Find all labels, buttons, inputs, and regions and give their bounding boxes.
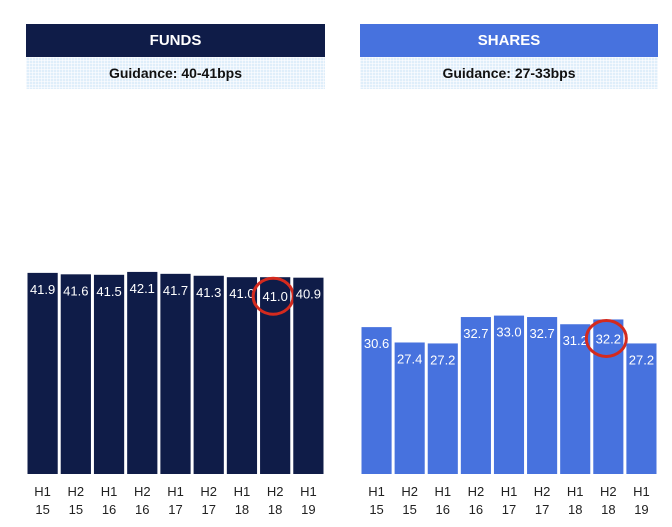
funds-bar-label: 42.1	[130, 281, 155, 296]
shares-tick-label: H2	[600, 484, 617, 499]
funds-bar	[193, 275, 224, 474]
funds-tick-label: H2	[134, 484, 151, 499]
shares-tick-label: 16	[436, 502, 450, 517]
shares-tick-label: H1	[434, 484, 451, 499]
shares-tick-label: H1	[633, 484, 650, 499]
funds-tick-label: 19	[301, 502, 315, 517]
funds-bar-label: 41.9	[30, 282, 55, 297]
funds-panel: FUNDS Guidance: 40-41bps	[26, 24, 325, 89]
shares-guidance: Guidance: 27-33bps	[360, 57, 658, 89]
shares-bar	[460, 317, 491, 474]
funds-tick-label: H1	[300, 484, 317, 499]
shares-tick-label: 18	[601, 502, 615, 517]
funds-tick-label: 16	[102, 502, 116, 517]
funds-tick-label: 15	[35, 502, 49, 517]
funds-bar	[93, 274, 125, 474]
shares-tick-label: H1	[368, 484, 385, 499]
shares-bar-label: 27.2	[629, 352, 654, 367]
funds-tick-label: 18	[268, 502, 282, 517]
shares-tick-label: 15	[402, 502, 416, 517]
funds-bar-label: 41.3	[196, 285, 221, 300]
funds-bar	[60, 274, 91, 474]
funds-bar-label: 41.0	[229, 286, 254, 301]
funds-tick-label: H1	[234, 484, 251, 499]
shares-bar-label: 32.2	[596, 331, 621, 346]
shares-tick-label: H2	[468, 484, 485, 499]
shares-tick-label: 19	[634, 502, 648, 517]
shares-tick-label: 18	[568, 502, 582, 517]
funds-guidance: Guidance: 40-41bps	[26, 57, 325, 89]
shares-tick-label: 16	[469, 502, 483, 517]
shares-bar-label: 32.7	[463, 326, 488, 341]
funds-tick-label: H1	[101, 484, 118, 499]
shares-panel: SHARES Guidance: 27-33bps	[360, 24, 658, 89]
shares-bar	[593, 319, 624, 474]
funds-tick-label: 15	[69, 502, 83, 517]
funds-highlight-circle	[251, 276, 295, 316]
funds-tick-label: H2	[68, 484, 85, 499]
shares-bar	[427, 343, 458, 474]
funds-tick-label: H2	[200, 484, 217, 499]
funds-bar	[293, 277, 324, 474]
funds-bar-label: 41.6	[63, 283, 88, 298]
shares-tick-label: H1	[567, 484, 584, 499]
shares-highlight-circle	[584, 318, 628, 358]
shares-bar-label: 27.2	[430, 352, 455, 367]
shares-tick-label: H1	[501, 484, 518, 499]
funds-tick-label: H1	[34, 484, 51, 499]
funds-bar	[27, 272, 58, 474]
shares-bar-label: 31.2	[563, 333, 588, 348]
shares-tick-label: H2	[401, 484, 418, 499]
funds-title: FUNDS	[26, 24, 325, 57]
shares-bar-label: 30.6	[364, 336, 389, 351]
shares-tick-label: 17	[535, 502, 549, 517]
funds-tick-label: 17	[201, 502, 215, 517]
shares-tick-label: 17	[502, 502, 516, 517]
shares-bar	[394, 342, 425, 474]
funds-tick-label: 16	[135, 502, 149, 517]
shares-tick-label: H2	[534, 484, 551, 499]
funds-bar-label: 40.9	[296, 287, 321, 302]
shares-bar-label: 27.4	[397, 351, 422, 366]
shares-bar	[527, 317, 558, 474]
funds-bar	[127, 271, 158, 474]
funds-bar-label: 41.5	[96, 284, 121, 299]
funds-bar	[160, 273, 191, 474]
shares-title: SHARES	[360, 24, 658, 57]
shares-tick-label: 15	[369, 502, 383, 517]
funds-tick-label: 18	[235, 502, 249, 517]
funds-bar	[260, 277, 291, 474]
funds-bar-label: 41.7	[163, 283, 188, 298]
funds-bar	[226, 277, 258, 474]
shares-chart: 30.6 H1 15 27.4 H2 15 27.2 H1 16 32.7 H2 16 33.0 H1 17…	[361, 315, 657, 517]
funds-bar-label: 41.0	[263, 289, 288, 304]
shares-bar-label: 33.0	[496, 325, 521, 340]
funds-tick-label: H2	[267, 484, 284, 499]
shares-bar	[560, 324, 591, 474]
shares-bar	[361, 327, 392, 474]
shares-bar	[626, 343, 657, 474]
shares-bar	[493, 315, 525, 474]
funds-chart: 41.9 H1 15 41.6 H2 15 41.5 H1 16 42.1 H2 16 41.7 H1 17…	[27, 271, 324, 517]
shares-bar-label: 32.7	[529, 326, 554, 341]
funds-tick-label: H1	[167, 484, 184, 499]
funds-tick-label: 17	[168, 502, 182, 517]
